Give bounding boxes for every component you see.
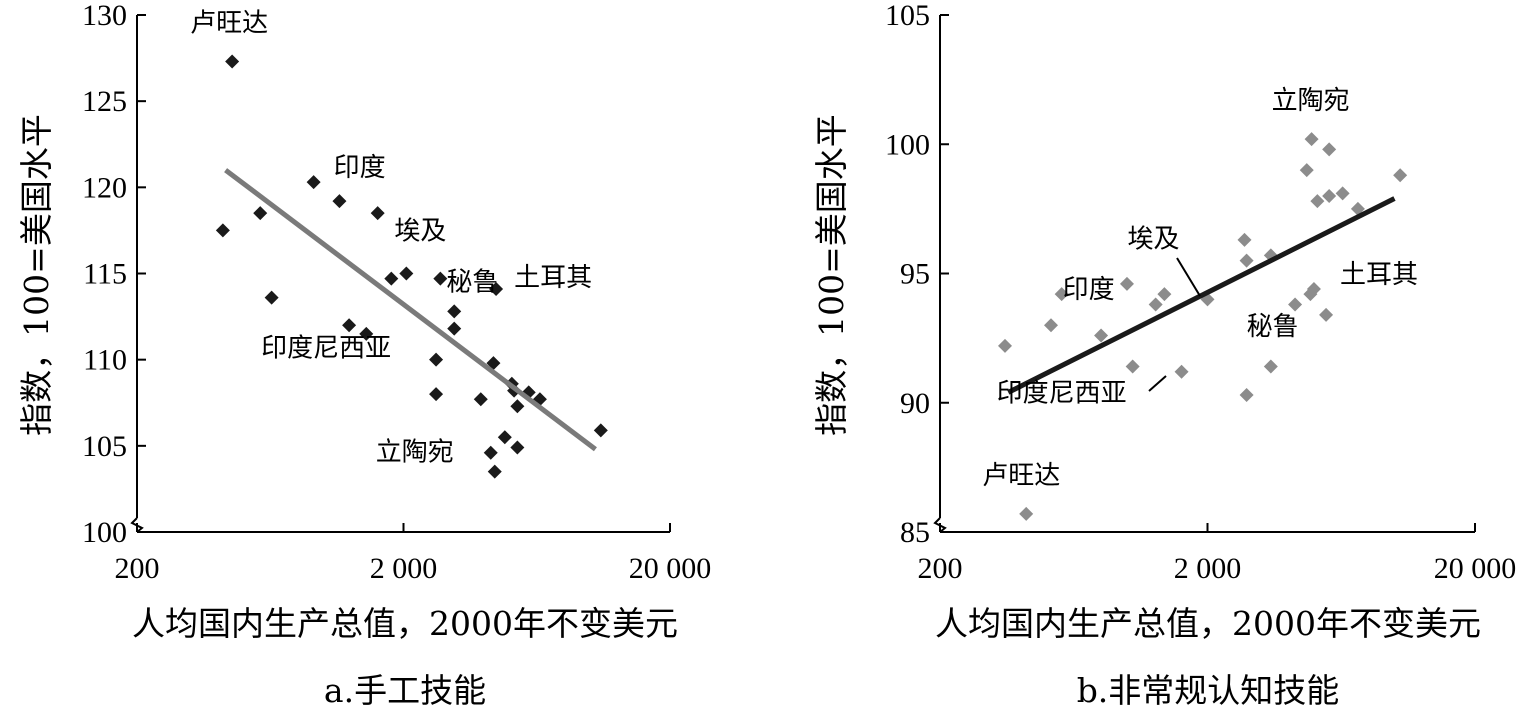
panel-caption: a.手工技能 xyxy=(324,671,486,710)
y-tick-label: 125 xyxy=(82,85,127,118)
indonesia-leader-line xyxy=(1148,375,1167,392)
x-axis-title: 人均国内生产总值，2000年不变美元 xyxy=(132,604,678,643)
data-point-diamond xyxy=(593,423,608,438)
country-annotation: 秘鲁 xyxy=(446,268,498,298)
data-point-diamond xyxy=(1237,232,1252,247)
y-tick-label: 85 xyxy=(900,516,930,549)
data-point-diamond xyxy=(1054,287,1069,302)
data-point-diamond xyxy=(489,282,504,297)
data-point-diamond xyxy=(1125,359,1140,374)
data-point-diamond xyxy=(1288,297,1303,312)
country-annotation: 立陶宛 xyxy=(1272,86,1350,116)
y-tick-label: 115 xyxy=(83,258,127,291)
data-point-diamond xyxy=(306,175,321,190)
data-point-diamond xyxy=(1322,188,1337,203)
data-point-diamond xyxy=(1322,142,1337,157)
panel-caption: b.非常规认知技能 xyxy=(1077,671,1340,710)
country-annotation: 土耳其 xyxy=(514,263,592,293)
data-point-diamond xyxy=(483,445,498,460)
data-point-diamond xyxy=(384,271,399,286)
data-point-diamond xyxy=(1239,253,1254,268)
data-point-diamond xyxy=(1263,359,1278,374)
country-annotation: 印度 xyxy=(334,153,386,183)
x-axis-title: 人均国内生产总值，2000年不变美元 xyxy=(935,604,1481,643)
data-point-diamond xyxy=(370,206,385,221)
x-tick-label: 20 000 xyxy=(629,552,712,585)
y-tick-label: 95 xyxy=(900,258,930,291)
country-annotation: 土耳其 xyxy=(1340,260,1418,290)
y-tick-label: 130 xyxy=(82,0,127,32)
egypt-leader-line xyxy=(1176,257,1201,297)
country-annotation: 印度尼西亚 xyxy=(997,379,1127,409)
x-tick-label: 2 000 xyxy=(1174,552,1242,585)
country-annotation: 印度 xyxy=(1063,275,1115,305)
y-tick-label: 105 xyxy=(885,0,930,32)
data-point-diamond xyxy=(1304,132,1319,147)
data-point-diamond xyxy=(1306,282,1321,297)
data-point-diamond xyxy=(332,194,347,209)
country-annotation: 卢旺达 xyxy=(190,9,268,39)
data-point-diamond xyxy=(429,387,444,402)
country-annotation: 埃及 xyxy=(1128,224,1180,254)
country-annotation: 印度尼西亚 xyxy=(261,334,391,364)
y-tick-label: 110 xyxy=(83,344,127,377)
x-tick-label: 200 xyxy=(115,552,160,585)
data-point-diamond xyxy=(215,223,230,238)
data-point-diamond xyxy=(1094,328,1109,343)
data-point-diamond xyxy=(510,440,525,455)
y-axis-title: 指数，100=美国水平 xyxy=(17,114,56,436)
data-point-diamond xyxy=(447,304,462,319)
data-point-diamond xyxy=(1148,297,1163,312)
data-point-diamond xyxy=(487,464,502,479)
country-annotation: 卢旺达 xyxy=(982,461,1060,491)
data-point-diamond xyxy=(1157,287,1172,302)
data-point-diamond xyxy=(253,206,268,221)
y-tick-label: 105 xyxy=(82,430,127,463)
country-annotation: 秘鲁 xyxy=(1247,312,1299,342)
data-point-diamond xyxy=(225,54,240,69)
data-point-diamond xyxy=(342,318,357,333)
data-point-diamond xyxy=(998,338,1013,353)
data-point-diamond xyxy=(399,266,414,281)
x-tick-label: 20 000 xyxy=(1434,552,1517,585)
data-point-diamond xyxy=(359,326,374,341)
country-annotation: 埃及 xyxy=(394,217,446,247)
data-point-diamond xyxy=(1310,194,1325,209)
data-point-diamond xyxy=(473,392,488,407)
trend-line xyxy=(224,168,597,452)
data-point-diamond xyxy=(1319,307,1334,322)
chart-a-manual-skills: 100 105 110 115 120 125 130 200 2 000 20 000 卢旺达印度… xyxy=(17,0,711,710)
data-point-diamond xyxy=(497,430,512,445)
y-axis-title: 指数，100=美国水平 xyxy=(812,114,851,436)
trend-line xyxy=(1007,196,1396,395)
x-tick-label: 2 000 xyxy=(370,552,438,585)
x-tick-label: 200 xyxy=(918,552,963,585)
y-tick-label: 120 xyxy=(82,171,127,204)
data-point-diamond xyxy=(429,352,444,367)
data-point-diamond xyxy=(1239,387,1254,402)
data-point-diamond xyxy=(1299,163,1314,178)
data-point-diamond xyxy=(447,321,462,336)
data-point-diamond xyxy=(264,290,279,305)
data-point-diamond xyxy=(1019,506,1034,521)
data-point-diamond xyxy=(1393,168,1408,183)
data-point-diamond xyxy=(1335,186,1350,201)
data-point-diamond xyxy=(1119,276,1134,291)
data-point-diamond xyxy=(1174,364,1189,379)
data-point-diamond xyxy=(433,271,448,286)
y-tick-label: 90 xyxy=(900,387,930,420)
data-point-diamond xyxy=(1044,318,1059,333)
data-point-diamond xyxy=(510,399,525,414)
country-annotation: 立陶宛 xyxy=(376,438,454,468)
y-tick-label: 100 xyxy=(885,128,930,161)
y-tick-label: 100 xyxy=(82,516,127,549)
